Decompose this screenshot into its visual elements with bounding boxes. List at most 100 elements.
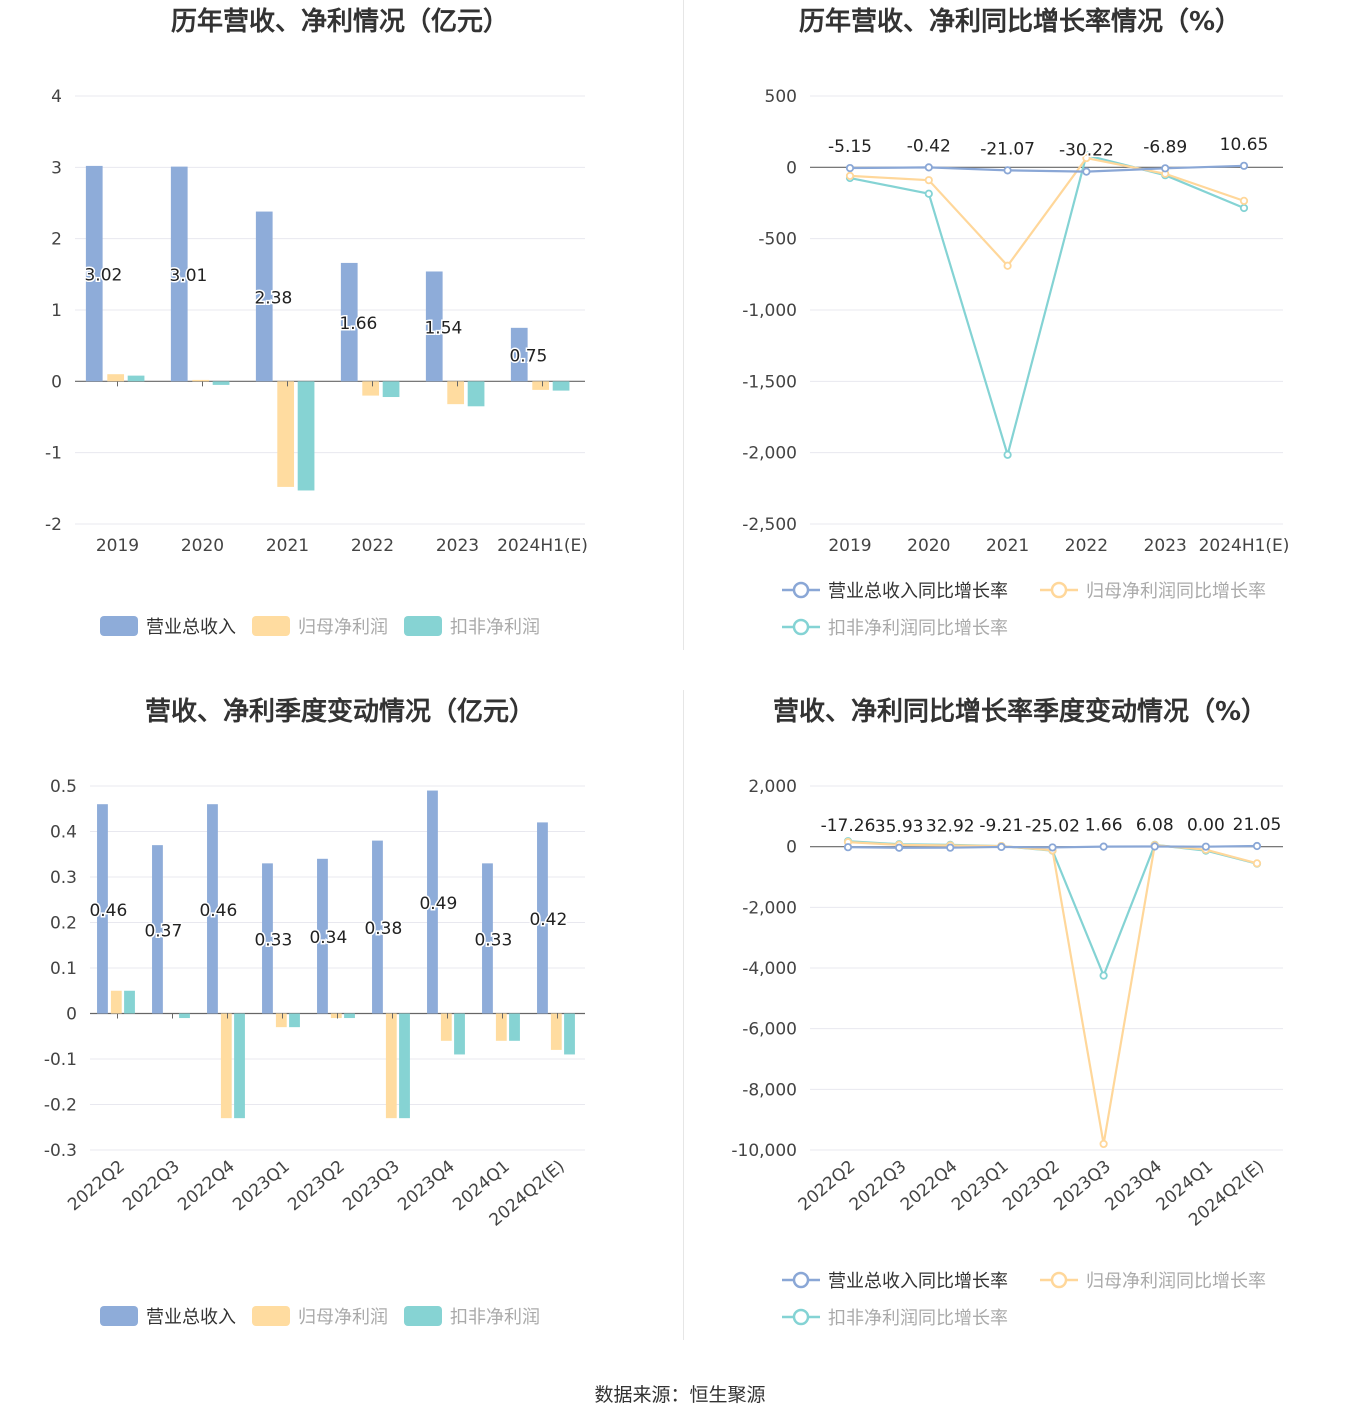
line-value-label: 1.66 <box>1085 816 1123 836</box>
y-tick-label: -10,000 <box>731 1141 797 1161</box>
series-point-revenue-growth <box>1161 164 1170 173</box>
x-tick-label: 2020 <box>907 536 950 556</box>
series-point-deducted-profit-growth <box>924 189 933 198</box>
y-tick-label: 3 <box>51 158 62 178</box>
x-tick-label: 2021 <box>266 536 309 556</box>
line-value-label: 32.92 <box>926 817 975 837</box>
x-tick-label: 2022 <box>351 536 394 556</box>
y-tick-label: 0 <box>786 838 797 858</box>
legend-swatch <box>404 616 442 636</box>
series-point-deducted-profit-growth <box>1003 450 1012 459</box>
bar-deducted-profit <box>552 381 570 391</box>
series-point-revenue-growth <box>1048 843 1057 852</box>
quarterly-bar-chart-panel: 营收、净利季度变动情况（亿元） -0.3 -0.2 -0.1 0 0.1 0.2 0.3 0.4… <box>0 690 680 1380</box>
series-point-revenue-growth <box>1239 161 1249 170</box>
bar-deducted-profit <box>212 381 230 385</box>
bar-net-profit <box>110 990 122 1014</box>
legend-marker <box>792 1308 810 1326</box>
x-tick-label: 2022Q4 <box>897 1157 962 1216</box>
line-value-label: 10.65 <box>1220 135 1269 155</box>
series-point-revenue-growth <box>997 842 1006 852</box>
x-tick-label: 2023 <box>1144 536 1187 556</box>
annual-bar-chart-panel: 历年营收、净利情况（亿元） -2 -1 0 1 2 3 4 3.02 3.01 2.38 1.66 1.… <box>0 0 680 690</box>
legend-label: 扣非净利润同比增长率 <box>828 1308 1008 1329</box>
bar-value-label: 3.01 <box>169 266 207 286</box>
legend-label: 扣非净利润同比增长率 <box>828 618 1008 639</box>
legend-swatch <box>252 1306 290 1326</box>
chart-legend: 营业总收入 归母净利润 扣非净利润 <box>100 616 540 638</box>
y-tick-label: 0.4 <box>50 823 77 843</box>
bar-deducted-profit <box>382 381 400 398</box>
x-tick-label: 2021 <box>986 536 1029 556</box>
series-line-revenue-growth <box>849 164 1245 173</box>
bar-deducted-profit <box>234 1013 245 1119</box>
chart-title: 营收、净利同比增长率季度变动情况（%） <box>773 696 1267 727</box>
bar-net-profit <box>550 1013 562 1050</box>
y-tick-label: -2 <box>45 515 62 535</box>
chart-title: 历年营收、净利同比增长率情况（%） <box>799 6 1241 37</box>
line-value-label: -5.15 <box>828 137 872 157</box>
legend-label: 营业总收入 <box>146 1307 236 1328</box>
x-tick-label: 2023Q4 <box>394 1157 459 1216</box>
bar-revenue <box>482 863 493 1014</box>
bar-value-label: 0.46 <box>199 901 237 921</box>
line-value-label: -6.89 <box>1143 137 1187 157</box>
series-point-net-profit-growth <box>845 171 855 180</box>
series-point-net-profit-growth <box>1099 1139 1108 1149</box>
legend-marker <box>792 581 810 599</box>
y-tick-label: 500 <box>765 87 797 107</box>
y-tick-label: -1,500 <box>742 372 797 392</box>
x-tick-label: 2022Q4 <box>174 1157 239 1216</box>
chart-title: 营收、净利季度变动情况（亿元） <box>145 696 535 727</box>
series-point-net-profit-growth <box>924 176 933 185</box>
bar-net-profit <box>532 381 550 390</box>
line-value-label: -25.02 <box>1025 816 1080 836</box>
bar-deducted-profit <box>509 1013 520 1041</box>
bar-revenue <box>510 327 528 382</box>
series-point-revenue-growth <box>1099 842 1108 851</box>
legend-label: 归母净利润同比增长率 <box>1086 581 1266 602</box>
bar-revenue <box>425 271 443 382</box>
x-tick-label: 2022Q2 <box>64 1157 129 1216</box>
bar-revenue <box>262 863 273 1014</box>
x-tick-label: 2022Q3 <box>846 1157 911 1216</box>
chart-title: 历年营收、净利情况（亿元） <box>171 6 509 37</box>
y-tick-label: -6,000 <box>742 1020 797 1040</box>
y-tick-label: -2,500 <box>742 515 797 535</box>
legend-label: 归母净利润 <box>298 617 388 638</box>
bar-revenue <box>340 262 358 382</box>
bar-value-label: 0.34 <box>309 928 347 948</box>
bar-deducted-profit <box>124 990 135 1014</box>
y-tick-label: 0 <box>66 1005 77 1025</box>
series-point-revenue-growth <box>924 163 933 172</box>
bar-revenue <box>372 840 383 1014</box>
bar-value-label: 1.54 <box>424 318 462 338</box>
bar-net-profit <box>275 1013 287 1028</box>
series-point-net-profit-growth <box>1239 196 1249 205</box>
legend-marker <box>1050 1271 1068 1289</box>
x-tick-label: 2023Q2 <box>999 1157 1064 1216</box>
series-point-revenue-growth <box>1150 842 1159 851</box>
bar-deducted-profit <box>564 1013 575 1055</box>
series-point-revenue-growth <box>845 163 855 173</box>
series-point-revenue-growth <box>1082 167 1091 176</box>
bar-deducted-profit <box>297 381 315 491</box>
chart-legend: 营业总收入 归母净利润 扣非净利润 <box>100 1306 540 1328</box>
quarterly-growth-chart-panel: 营收、净利同比增长率季度变动情况（%） -10,000 -8,000 -6,000 -4… <box>680 690 1360 1380</box>
y-tick-label: -2,000 <box>742 898 797 918</box>
bar-deducted-profit <box>344 1013 355 1019</box>
annual-growth-chart-panel: 历年营收、净利同比增长率情况（%） -2,500 -2,000 -1,500 -1,00… <box>680 0 1360 690</box>
bar-revenue <box>537 822 548 1014</box>
y-tick-label: -1,000 <box>742 301 797 321</box>
y-tick-label: -0.1 <box>44 1050 77 1070</box>
series-line-deducted-profit-growth <box>849 153 1245 459</box>
bar-net-profit <box>385 1013 397 1119</box>
x-tick-label: 2023Q1 <box>948 1157 1013 1216</box>
bar-revenue <box>85 165 103 382</box>
bar-value-label: 1.66 <box>339 314 377 334</box>
legend-label: 营业总收入 <box>146 617 236 638</box>
legend-label: 归母净利润同比增长率 <box>1086 1271 1266 1292</box>
x-tick-label: 2022 <box>1065 536 1108 556</box>
bar-net-profit <box>192 379 210 382</box>
